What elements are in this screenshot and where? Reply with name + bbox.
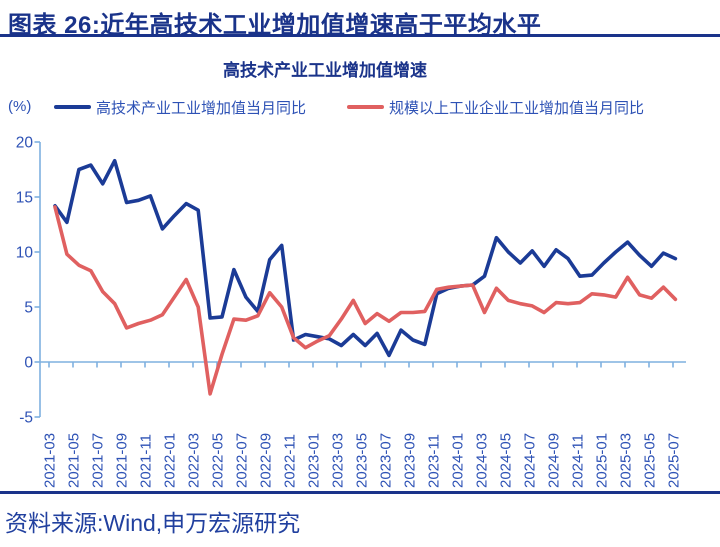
y-axis-unit-label: (%) xyxy=(8,98,32,115)
x-tick-label: 2025-05 xyxy=(642,433,659,488)
x-tick-label: 2022-01 xyxy=(162,433,179,488)
legend-item-hitech: 高技术产业工业增加值当月同比 xyxy=(54,96,306,118)
y-tick-label: 20 xyxy=(16,135,34,152)
hitech-series-line xyxy=(53,158,678,358)
industry-series-line xyxy=(53,205,678,396)
x-tick-label: 2024-03 xyxy=(474,433,491,488)
y-tick-label: 15 xyxy=(16,190,33,207)
y-tick-label: -5 xyxy=(19,410,33,427)
y-tick-label: 0 xyxy=(24,355,33,372)
x-tick-label: 2021-07 xyxy=(90,433,107,488)
hitech-series-label: 高技术产业工业增加值当月同比 xyxy=(96,99,307,117)
x-tick-label: 2024-09 xyxy=(546,433,563,488)
x-tick-label: 2022-03 xyxy=(186,433,203,488)
x-tick-label: 2022-05 xyxy=(210,433,227,488)
x-tick-label: 2022-09 xyxy=(258,433,275,488)
industry-series-label: 规模以上工业企业工业增加值当月同比 xyxy=(389,99,645,117)
x-tick-label: 2021-03 xyxy=(42,433,59,488)
x-tick-label: 2025-01 xyxy=(594,433,611,488)
x-tick-label: 2023-01 xyxy=(306,433,323,488)
x-tick-label: 2021-09 xyxy=(114,433,131,488)
hitech-series-swatch xyxy=(54,104,91,110)
legend-item-industry: 规模以上工业企业工业增加值当月同比 xyxy=(347,96,644,118)
x-tick-label: 2023-09 xyxy=(402,433,419,488)
title-underline xyxy=(0,34,720,37)
source-line: 资料来源:Wind,申万宏源研究 xyxy=(5,510,301,536)
x-tick-label: 2023-05 xyxy=(354,433,371,488)
x-tick-label: 2024-07 xyxy=(522,433,539,488)
chart-legend: (%) 高技术产业工业增加值当月同比 规模以上工业企业工业增加值当月同比 xyxy=(0,96,720,118)
x-tick-label: 2023-11 xyxy=(426,434,443,488)
x-tick-label: 2024-05 xyxy=(498,433,515,488)
x-tick-label: 2024-11 xyxy=(570,434,587,488)
x-tick-label: 2025-07 xyxy=(666,433,683,488)
x-tick-label: 2022-11 xyxy=(282,434,299,488)
x-tick-label: 2023-07 xyxy=(378,433,395,488)
x-tick-label: 2021-05 xyxy=(66,433,83,488)
y-tick-label: 5 xyxy=(24,300,33,317)
x-tick-label: 2021-11 xyxy=(138,434,155,488)
x-tick-label: 2024-01 xyxy=(450,433,467,488)
y-tick-label: 10 xyxy=(16,245,34,262)
chart-title: 高技术产业工业增加值增速 xyxy=(223,61,427,80)
x-tick-label: 2025-03 xyxy=(618,433,635,488)
bottom-rule xyxy=(0,491,720,494)
x-tick-label: 2023-03 xyxy=(330,433,347,488)
x-tick-label: 2022-07 xyxy=(234,433,251,488)
industry-series-swatch xyxy=(347,104,384,110)
